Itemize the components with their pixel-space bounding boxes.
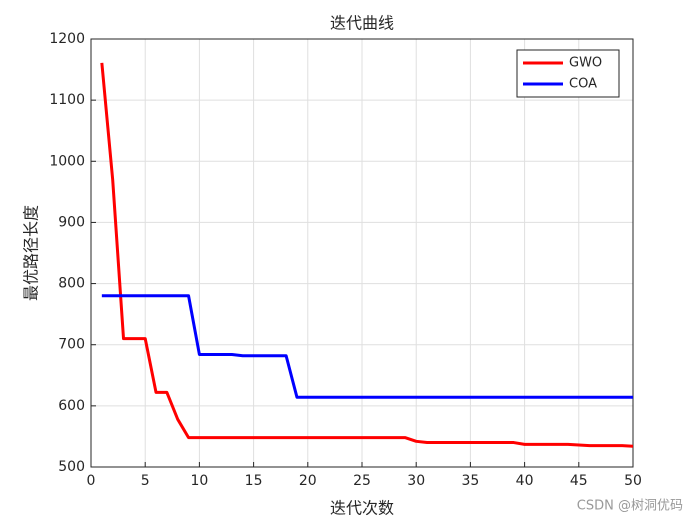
legend-label: GWO [569, 56, 602, 71]
x-tick-label: 35 [461, 473, 479, 489]
y-tick-label: 1100 [49, 92, 85, 108]
y-axis-label: 最优路径长度 [22, 205, 41, 301]
series-line [101, 294, 633, 399]
chart-title: 迭代曲线 [330, 14, 394, 33]
x-axis-label: 迭代次数 [330, 499, 394, 518]
x-tick-label: 45 [570, 473, 588, 489]
x-tick-label: 30 [407, 473, 425, 489]
y-tick-label: 600 [58, 398, 85, 414]
watermark: CSDN @树洞优码 [577, 499, 683, 514]
x-tick-label: 50 [624, 473, 642, 489]
x-tick-label: 40 [516, 473, 534, 489]
legend-box [516, 49, 620, 98]
plot-frame [90, 38, 634, 468]
x-tick-label: 20 [299, 473, 317, 489]
y-tick-label: 1200 [49, 31, 85, 47]
y-tick-label: 900 [58, 214, 85, 230]
y-tick-label: 800 [58, 276, 85, 292]
x-tick-label: 0 [87, 473, 96, 489]
x-tick-label: 10 [190, 473, 208, 489]
x-tick-label: 25 [353, 473, 371, 489]
y-tick-label: 700 [58, 337, 85, 353]
legend-label: COA [569, 77, 597, 92]
series-line [100, 62, 634, 448]
y-tick-label: 1000 [49, 153, 85, 169]
x-tick-label: 15 [245, 473, 263, 489]
y-tick-label: 500 [58, 459, 85, 475]
x-tick-label: 5 [141, 473, 150, 489]
